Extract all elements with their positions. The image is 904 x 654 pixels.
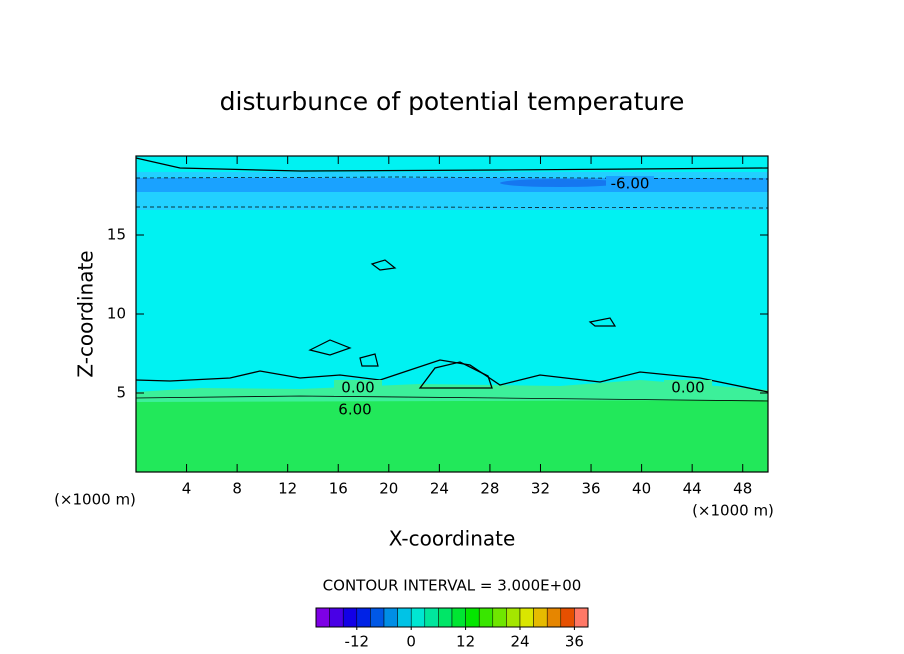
- colorbar-cell: [342, 607, 358, 628]
- contour-label: 0.00: [341, 379, 374, 397]
- chart-title: disturbunce of potential temperature: [220, 87, 685, 116]
- colorbar-tick-label: 36: [565, 633, 584, 651]
- x-tick-label: 36: [581, 480, 600, 498]
- x-tick-label: 20: [379, 480, 398, 498]
- x-tick-label: 8: [232, 480, 242, 498]
- colorbar-cell: [506, 607, 521, 628]
- colorbar-cell: [478, 607, 494, 628]
- colorbar-frame: [315, 607, 589, 628]
- x-tick-label: 44: [683, 480, 702, 498]
- x-tick-label: 16: [329, 480, 348, 498]
- contour-label-bg: [334, 380, 382, 396]
- colorbar-cell: [560, 607, 575, 628]
- colorbar-cell: [410, 607, 426, 628]
- colorbar-cell: [329, 607, 344, 628]
- colorbar-cell: [356, 607, 371, 628]
- field-band: [136, 380, 768, 402]
- x-tick-label: 4: [182, 480, 192, 498]
- contour-label: 6.00: [338, 401, 371, 419]
- colorbar-cell: [465, 607, 480, 628]
- x-tick-label: 48: [733, 480, 752, 498]
- field-band: [136, 178, 768, 192]
- colorbar-cell: [533, 607, 548, 628]
- colorbar-tick-label: 0: [406, 633, 416, 651]
- colorbar-cell: [424, 607, 439, 628]
- colorbar-cell: [519, 607, 534, 628]
- contour-line: [135, 157, 769, 172]
- colorbar-cell: [492, 607, 507, 628]
- x-tick-label: 12: [278, 480, 297, 498]
- x-tick-label: 40: [632, 480, 651, 498]
- colorbar-cell: [315, 607, 330, 628]
- field: [135, 156, 769, 472]
- contour-label-bg: [664, 380, 712, 396]
- y-axis-label: Z-coordinate: [74, 250, 98, 377]
- x-axis-label: X-coordinate: [389, 527, 516, 551]
- contour-line: [308, 259, 617, 367]
- x-tick-label: 28: [480, 480, 499, 498]
- colorbar-cell: [370, 607, 385, 628]
- colorbar-tick-label: 24: [510, 633, 529, 651]
- y-unit-label: (×1000 m): [54, 491, 136, 509]
- contour-line: [135, 359, 769, 393]
- colorbar-cell: [451, 607, 466, 628]
- colorbar-cell: [546, 607, 562, 628]
- colorbar-tick-label: 12: [456, 633, 475, 651]
- x-tick-label: 24: [430, 480, 449, 498]
- contour-label-bg: [606, 176, 654, 192]
- y-tick-label: 5: [116, 384, 126, 402]
- contour-label-bg: [331, 402, 379, 418]
- colorbar-cell: [383, 607, 398, 628]
- field-band: [500, 179, 620, 187]
- colorbar-cell: [438, 607, 453, 628]
- contour-line: [418, 361, 493, 389]
- contour-interval: CONTOUR INTERVAL = 3.000E+00: [323, 577, 582, 595]
- colorbar-cell: [574, 607, 589, 628]
- contour-label: 0.00: [671, 379, 704, 397]
- x-tick-label: 32: [531, 480, 550, 498]
- y-tick-label: 10: [107, 305, 126, 323]
- contour-line: [136, 206, 769, 209]
- colorbar-cell: [397, 607, 412, 628]
- x-unit-label: (×1000 m): [692, 502, 774, 520]
- contour-label: -6.00: [611, 175, 650, 193]
- colorbar-tick-label: -12: [345, 633, 370, 651]
- contour-line: [135, 395, 769, 402]
- field-band: [136, 398, 768, 472]
- y-tick-label: 15: [107, 226, 126, 244]
